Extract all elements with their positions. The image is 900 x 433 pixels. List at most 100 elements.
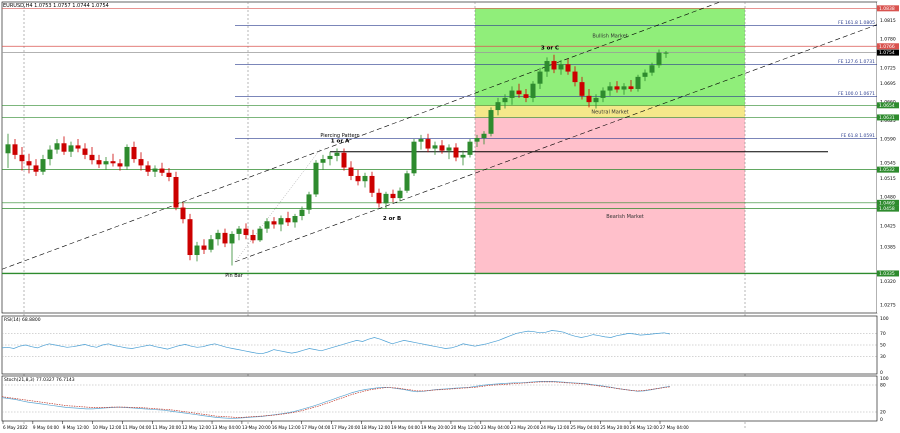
bullish-candle (236, 228, 242, 234)
bearish-candle (33, 165, 39, 172)
bullish-candle (124, 146, 130, 167)
bullish-candle (467, 141, 473, 155)
bearish-candle (376, 192, 382, 204)
bearish-candle (551, 61, 557, 70)
price-tag-label: 1.0754 (879, 50, 895, 56)
bullish-candle (642, 72, 648, 77)
bullish-candle (593, 97, 599, 103)
bearish-candle (138, 159, 144, 166)
time-axis: 6 May 2022 9 May 04:00 9 May 12:00 10 May 1… (2, 421, 689, 430)
price-axis-tick: 1.0425 (880, 224, 896, 230)
bearish-candle (82, 148, 88, 155)
wave-2b-label: 2 or B (383, 216, 401, 222)
bullish-candle (411, 141, 417, 174)
bullish-candle (306, 194, 312, 210)
bullish-candle (292, 216, 298, 223)
bullish-candle (432, 145, 438, 149)
bullish-candle (257, 228, 263, 241)
bullish-candle (313, 162, 319, 195)
time-axis-label: 6 May 2022 (3, 425, 28, 430)
bullish-zone-label: Bullish Market (592, 34, 627, 40)
bullish-candle (320, 159, 326, 163)
bearish-candle (26, 161, 32, 166)
bullish-candle (103, 161, 109, 165)
time-axis-label: 13 May 04:00 (212, 425, 241, 430)
rsi-axis-tick: 0 (880, 370, 883, 376)
bullish-candle (278, 218, 284, 225)
price-tag-label: 1.0335 (879, 271, 895, 277)
price-tag-label: 1.0631 (879, 115, 895, 121)
price-levels: FE 161.8 1.0805 FE 127.6 1.0731 FE 100.0 1… (2, 7, 877, 275)
bearish-candle (110, 161, 116, 164)
price-tag (877, 270, 899, 277)
price-axis-tick: 1.0320 (880, 279, 896, 285)
bearish-candle (89, 154, 95, 161)
fib-level-label: FE 127.6 1.0731 (838, 59, 875, 65)
stoch-frame (1, 375, 878, 422)
pin-bar-label: Pin Bar (225, 273, 244, 279)
bullish-candle (537, 71, 543, 84)
channel-lower-line (234, 24, 878, 263)
bullish-candle (544, 61, 550, 72)
bearish-candle (145, 165, 151, 172)
trend-channel (1, 1, 878, 270)
time-axis-label: 9 May 12:00 (63, 425, 89, 430)
price-tag (877, 166, 899, 173)
rsi-panel: RSI(14) 68.8800 100 70 50 30 0 (1, 315, 889, 376)
price-axis-tick: 1.0725 (880, 65, 896, 71)
bullish-candle (152, 168, 158, 172)
bullish-candle (397, 190, 403, 199)
rsi-axis-tick: 70 (880, 331, 886, 337)
bearish-candle (285, 218, 291, 223)
bullish-candle (264, 221, 270, 229)
time-axis-label: 11 May 04:00 (122, 425, 151, 430)
bullish-candle (40, 159, 46, 172)
neutral-zone-label: Neutral Market (591, 110, 628, 116)
price-tag-label: 1.0532 (879, 167, 895, 173)
fib-level-label: FE 100.0 1.0671 (838, 91, 875, 97)
bearish-candle (579, 82, 585, 96)
bullish-candle (621, 86, 627, 90)
bearish-candle (523, 94, 529, 98)
bullish-candle (649, 65, 655, 73)
price-tag-label: 1.0654 (879, 103, 895, 109)
bearish-candle (271, 221, 277, 225)
bullish-candle (68, 145, 74, 152)
time-axis-label: 20 May 12:00 (451, 425, 480, 430)
bearish-candle (166, 172, 172, 178)
stoch-axis-tick: 0 (880, 417, 883, 423)
bearish-candle (425, 139, 431, 149)
time-axis-label: 12 May 12:00 (182, 425, 211, 430)
bullish-candle (334, 152, 340, 156)
time-axis-label: 25 May 04:00 (570, 425, 599, 430)
stoch-axis-tick: 20 (880, 410, 886, 416)
time-axis-label: 25 May 20:00 (600, 425, 629, 430)
bearish-candle (348, 167, 354, 176)
price-tag (877, 114, 899, 121)
bearish-candle (222, 232, 228, 244)
price-tag (877, 199, 899, 206)
price-tag (877, 43, 899, 50)
price-axis-tick: 1.0780 (880, 36, 896, 42)
bullish-candle (229, 233, 235, 244)
time-axis-label: 17 May 20:00 (332, 425, 361, 430)
rsi-axis-tick: 50 (880, 343, 886, 349)
price-axis-tick: 1.0545 (880, 160, 896, 166)
bullish-candle (327, 155, 333, 160)
price-axis-tick: 1.0590 (880, 137, 896, 143)
bearish-candle (96, 160, 102, 165)
bearish-candle (159, 168, 165, 173)
bullish-candle (509, 90, 515, 98)
bearish-zone (475, 117, 745, 274)
time-axis-label: 11 May 20:00 (152, 425, 181, 430)
bearish-candle (117, 163, 123, 167)
fib-level-label: FE 161.8 1.0805 (838, 20, 875, 26)
bearish-candle (439, 145, 445, 151)
bullish-candle (488, 110, 494, 134)
bearish-candle (75, 145, 81, 149)
bearish-candle (565, 64, 571, 72)
time-axis-label: 18 May 12:00 (361, 425, 390, 430)
bearish-candle (187, 219, 193, 256)
bullish-candle (404, 173, 410, 191)
